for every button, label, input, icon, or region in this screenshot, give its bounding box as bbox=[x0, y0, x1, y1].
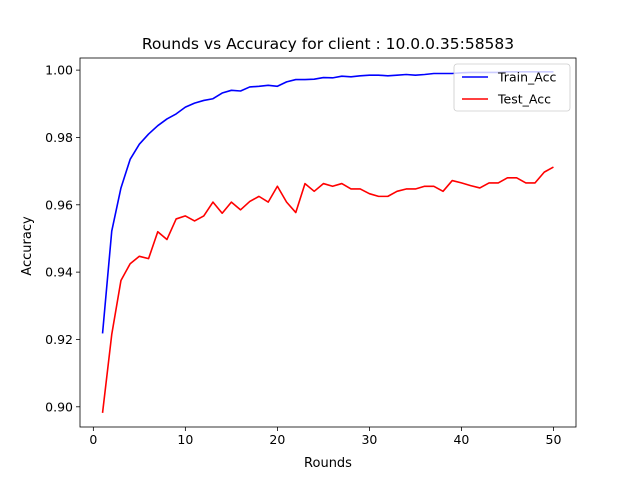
x-axis-title: Rounds bbox=[304, 456, 352, 471]
x-tick-label: 40 bbox=[453, 432, 469, 447]
series-line-test-acc bbox=[101, 166, 554, 413]
y-axis-title: Accuracy bbox=[20, 216, 35, 276]
y-tick-label: 0.98 bbox=[45, 130, 73, 145]
y-tick-label: 0.90 bbox=[45, 399, 73, 414]
x-tick-label: 30 bbox=[361, 432, 377, 447]
x-tick-label: 10 bbox=[177, 432, 193, 447]
x-tick-label: 0 bbox=[89, 432, 97, 447]
x-tick-label: 20 bbox=[269, 432, 285, 447]
y-tick-label: 0.94 bbox=[45, 265, 73, 280]
legend: Train_Acc Test_Acc bbox=[453, 63, 571, 112]
legend-label-train-acc: Train_Acc bbox=[497, 70, 556, 85]
y-tick-label: 0.92 bbox=[45, 332, 73, 347]
y-tick-label: 0.96 bbox=[45, 197, 73, 212]
chart-title: Rounds vs Accuracy for client : 10.0.0.3… bbox=[142, 35, 514, 53]
axes-frame bbox=[79, 57, 577, 428]
x-tick-label: 50 bbox=[546, 432, 562, 447]
y-tick-label: 1.00 bbox=[45, 63, 73, 78]
legend-label-test-acc: Test_Acc bbox=[497, 92, 551, 107]
plot-area: 0 10 20 30 40 50 0.90 0.92 0.94 0.96 0.98 1.00 Train… bbox=[45, 57, 577, 447]
